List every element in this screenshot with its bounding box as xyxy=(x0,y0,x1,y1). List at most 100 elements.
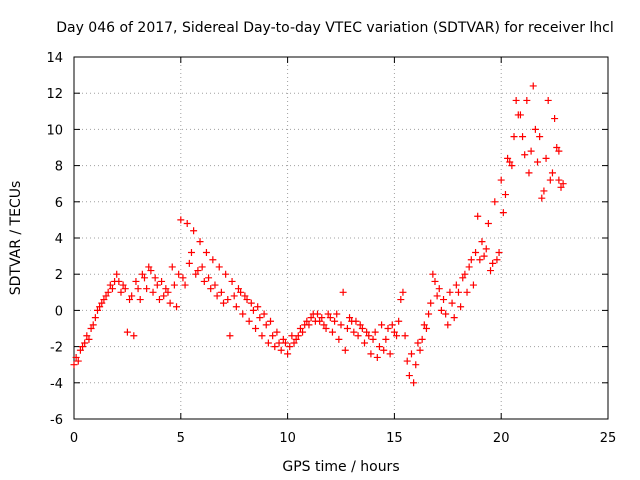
y-tick-label: 6 xyxy=(55,196,63,211)
data-point-plus-marker xyxy=(360,339,368,347)
data-point-plus-marker xyxy=(108,285,116,293)
data-point-plus-marker xyxy=(452,281,460,289)
data-point-plus-marker xyxy=(117,288,125,296)
data-point-plus-marker xyxy=(506,158,514,166)
data-point-plus-marker xyxy=(187,248,195,256)
data-point-plus-marker xyxy=(531,125,539,133)
data-point-plus-marker xyxy=(429,270,437,278)
data-point-plus-marker xyxy=(427,299,435,307)
data-point-plus-marker xyxy=(164,288,172,296)
data-point-plus-marker xyxy=(514,111,522,119)
data-point-plus-marker xyxy=(442,310,450,318)
data-point-plus-marker xyxy=(540,187,548,195)
data-point-plus-marker xyxy=(74,357,82,365)
data-point-plus-marker xyxy=(346,314,354,322)
data-point-plus-marker xyxy=(215,263,223,271)
data-point-plus-marker xyxy=(200,277,208,285)
data-point-plus-marker xyxy=(245,317,253,325)
data-point-plus-marker xyxy=(393,332,401,340)
data-points xyxy=(70,82,567,387)
data-point-plus-marker xyxy=(491,198,499,206)
data-point-plus-marker xyxy=(324,310,332,318)
data-point-plus-marker xyxy=(521,151,529,159)
x-axis-label: GPS time / hours xyxy=(282,459,399,475)
data-point-plus-marker xyxy=(160,292,168,300)
data-point-plus-marker xyxy=(487,267,495,275)
data-point-plus-marker xyxy=(175,270,183,278)
x-tick-label: 5 xyxy=(177,431,185,446)
data-point-plus-marker xyxy=(275,339,283,347)
x-tick-label: 20 xyxy=(493,431,510,446)
data-point-plus-marker xyxy=(284,350,292,358)
data-point-plus-marker xyxy=(440,296,448,304)
data-point-plus-marker xyxy=(185,259,193,267)
data-point-plus-marker xyxy=(384,325,392,332)
data-point-plus-marker xyxy=(557,183,565,191)
axis-ticks xyxy=(73,56,609,420)
data-point-plus-marker xyxy=(401,332,409,340)
data-point-plus-marker xyxy=(202,248,210,256)
data-point-plus-marker xyxy=(474,212,482,220)
data-point-plus-marker xyxy=(79,343,87,351)
data-point-plus-marker xyxy=(508,162,516,170)
data-point-plus-marker xyxy=(226,332,234,340)
data-point-plus-marker xyxy=(271,343,279,351)
data-point-plus-marker xyxy=(529,82,537,90)
data-point-plus-marker xyxy=(497,176,505,184)
data-point-plus-marker xyxy=(119,281,127,289)
data-point-plus-marker xyxy=(555,147,563,155)
data-point-plus-marker xyxy=(232,303,240,311)
data-point-plus-marker xyxy=(410,379,418,387)
data-point-plus-marker xyxy=(247,299,255,307)
data-point-plus-marker xyxy=(504,154,512,162)
data-point-plus-marker xyxy=(463,288,471,296)
x-tick-label: 25 xyxy=(600,431,617,446)
data-point-plus-marker xyxy=(288,332,296,340)
data-point-plus-marker xyxy=(388,321,396,329)
data-point-plus-marker xyxy=(143,285,151,293)
data-point-plus-marker xyxy=(307,314,315,322)
data-point-plus-marker xyxy=(303,317,311,325)
data-point-plus-marker xyxy=(356,321,364,329)
y-tick-label: 14 xyxy=(46,51,63,66)
data-point-plus-marker xyxy=(523,96,531,104)
data-point-plus-marker xyxy=(316,317,324,325)
data-point-plus-marker xyxy=(205,274,213,282)
data-point-plus-marker xyxy=(343,325,351,332)
data-point-plus-marker xyxy=(467,256,475,264)
data-point-plus-marker xyxy=(104,288,112,296)
data-point-plus-marker xyxy=(363,328,371,336)
data-point-plus-marker xyxy=(153,281,161,289)
data-point-plus-marker xyxy=(76,346,84,354)
data-point-plus-marker xyxy=(314,310,322,318)
data-point-plus-marker xyxy=(542,154,550,162)
data-point-plus-marker xyxy=(281,339,289,347)
data-point-plus-marker xyxy=(512,96,520,104)
data-point-plus-marker xyxy=(290,339,298,347)
data-point-plus-marker xyxy=(228,277,236,285)
x-tick-labels: 0 5 10 15 20 25 xyxy=(70,431,616,446)
data-point-plus-marker xyxy=(446,288,454,296)
data-point-plus-marker xyxy=(478,238,486,246)
data-point-plus-marker xyxy=(83,332,91,340)
grid-lines xyxy=(74,57,608,419)
y-tick-label: 12 xyxy=(46,87,63,102)
data-point-plus-marker xyxy=(222,270,230,278)
data-point-plus-marker xyxy=(239,310,247,318)
data-point-plus-marker xyxy=(399,288,407,296)
data-point-plus-marker xyxy=(217,288,225,296)
data-point-plus-marker xyxy=(155,296,163,304)
data-point-plus-marker xyxy=(553,144,561,151)
data-point-plus-marker xyxy=(378,321,386,329)
data-point-plus-marker xyxy=(279,335,287,343)
data-point-plus-marker xyxy=(292,335,300,343)
data-point-plus-marker xyxy=(132,277,140,285)
data-point-plus-marker xyxy=(89,321,97,329)
data-point-plus-marker xyxy=(433,292,441,300)
data-point-plus-marker xyxy=(241,292,249,300)
data-point-plus-marker xyxy=(519,133,527,141)
data-point-plus-marker xyxy=(390,328,398,336)
data-point-plus-marker xyxy=(149,288,157,296)
data-point-plus-marker xyxy=(326,314,334,322)
data-point-plus-marker xyxy=(234,285,242,293)
